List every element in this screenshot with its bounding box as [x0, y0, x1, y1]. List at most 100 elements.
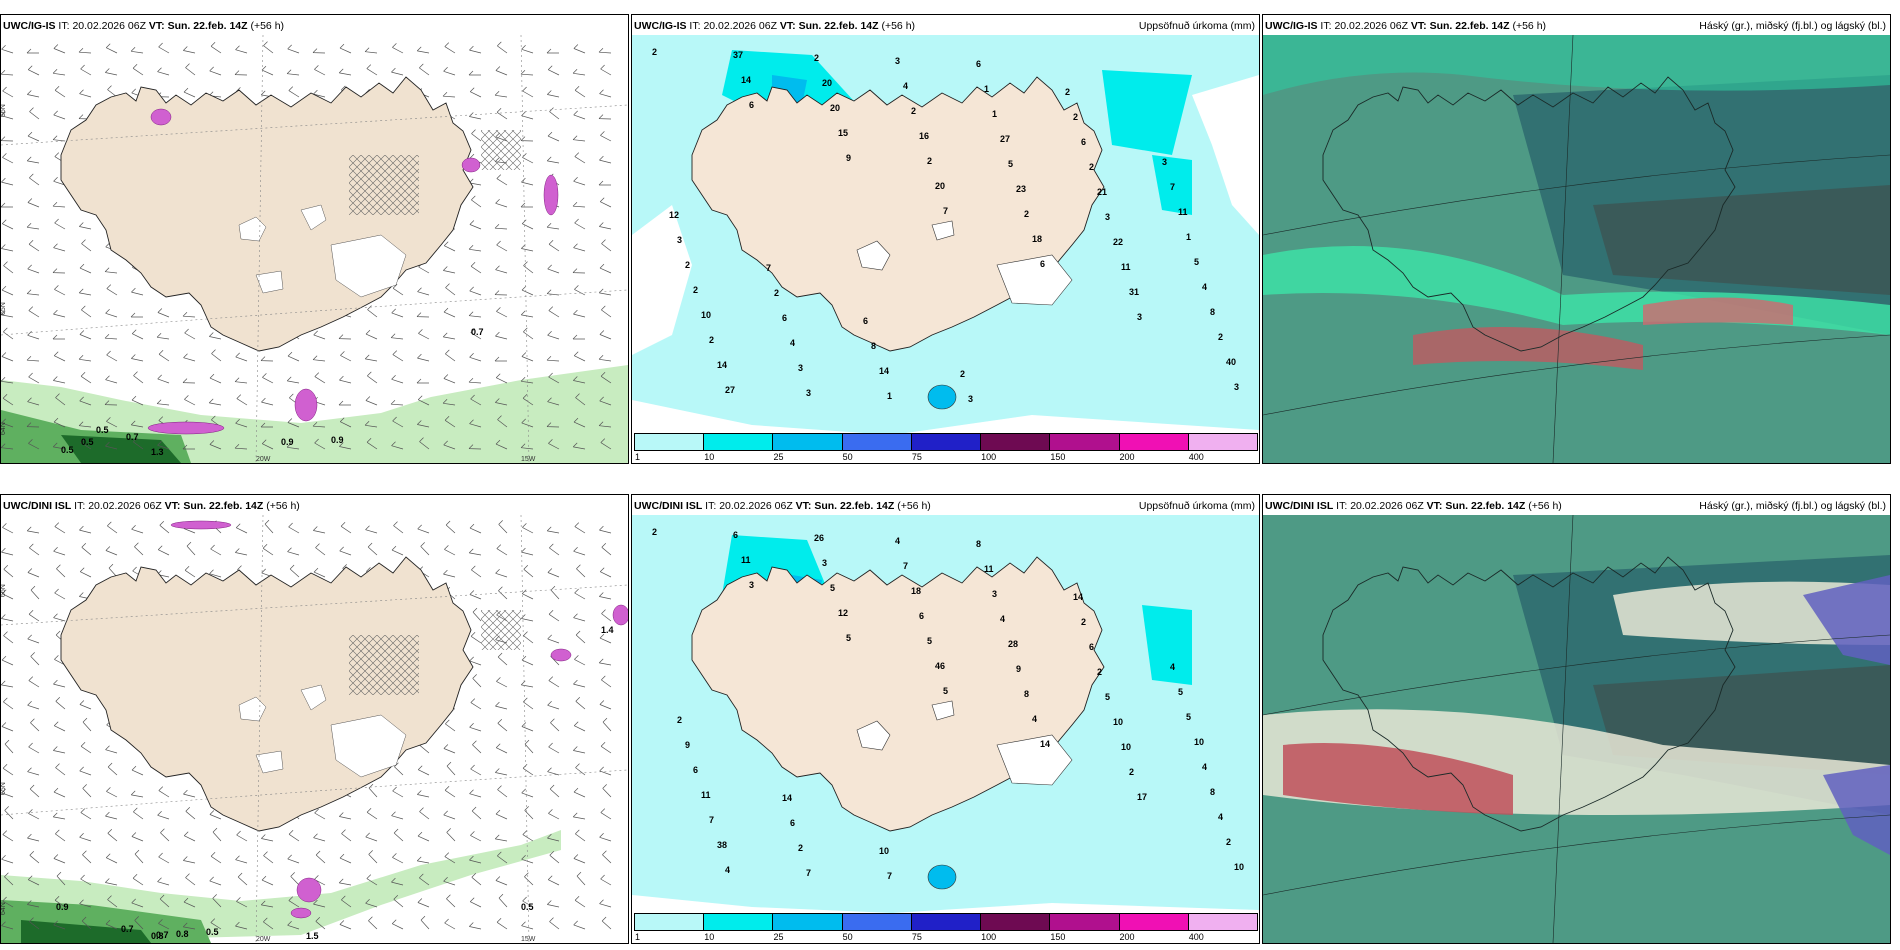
wind-barb — [444, 416, 456, 428]
wind-barb — [495, 768, 508, 776]
wind-barb — [470, 632, 482, 644]
wind-barb — [183, 353, 196, 362]
wind-barb — [287, 44, 300, 54]
wind-barb — [157, 374, 170, 384]
wind-barb — [315, 850, 326, 864]
wind-barb — [236, 830, 248, 842]
precip-value-label: 6 — [1040, 259, 1045, 269]
wind-barb — [469, 286, 482, 296]
wind-barb — [1, 69, 14, 76]
wind-barb — [417, 420, 430, 428]
wind-barb — [602, 717, 612, 732]
precip-value-label: 8 — [1024, 689, 1029, 699]
wind-barb — [236, 897, 248, 908]
wind-barb — [105, 375, 118, 384]
precip-value-label: 3 — [822, 558, 827, 568]
wind-barb — [392, 853, 404, 864]
wind-barb — [182, 378, 196, 384]
wind-barb — [547, 264, 560, 274]
precip-value-label: 3 — [1162, 157, 1167, 167]
wind-barb — [390, 333, 404, 340]
wind-barb — [27, 833, 40, 842]
wind-barb — [105, 745, 118, 754]
mid-cloud-area — [1803, 575, 1890, 665]
wind-barb — [263, 41, 274, 54]
wind-barb — [1, 921, 14, 930]
wind-barb — [54, 522, 66, 534]
wind-barb — [393, 828, 404, 842]
hatch-region — [481, 130, 521, 170]
wind-barb — [443, 744, 456, 754]
precip-value-label: 9 — [846, 153, 851, 163]
wind-barb — [393, 521, 404, 534]
colorbar-tick-label: 400 — [1188, 452, 1204, 462]
wind-barb — [157, 308, 170, 318]
wind-barb — [573, 376, 586, 384]
wind-barb — [547, 900, 560, 908]
spot — [296, 877, 322, 903]
precip-value-label: 7 — [766, 263, 771, 273]
wind-barb — [107, 895, 118, 908]
panel-precip-row2: UWC/DINI ISL IT: 20.02.2026 06Z VT: Sun.… — [631, 494, 1260, 944]
wind-barb — [468, 377, 482, 384]
wind-barb — [392, 416, 404, 428]
precip-value-label: 2 — [1081, 617, 1086, 627]
wind-barb — [572, 69, 586, 76]
wind-barb — [367, 371, 378, 384]
precip-value-label: 14 — [782, 793, 792, 803]
glacier — [255, 750, 284, 774]
wind-barb — [494, 91, 508, 98]
wind-barb — [573, 854, 586, 864]
wind-barb — [338, 68, 352, 76]
colorbar-tick-label: 100 — [981, 932, 997, 942]
wind-barb — [366, 64, 378, 76]
wind-barb — [445, 283, 456, 296]
longitude-label: 20W — [256, 936, 271, 943]
wind-barb — [338, 400, 351, 406]
precip-value-label: 6 — [733, 530, 738, 540]
wind-barb — [469, 523, 482, 534]
glacier — [931, 220, 955, 241]
wind-barb — [547, 833, 560, 842]
wind-barb — [444, 918, 456, 930]
wind-barb — [312, 355, 326, 362]
wind-barb — [105, 309, 118, 318]
precip-value-label: 18 — [1032, 234, 1042, 244]
wind-barb — [417, 831, 430, 842]
wind-barb — [599, 899, 612, 908]
wind-barb — [496, 174, 508, 186]
wind-barb — [443, 877, 456, 886]
latitude-label: 64N — [1, 902, 7, 915]
wind-barb — [185, 807, 196, 820]
wind-barb — [210, 544, 222, 556]
wind-barb — [548, 240, 560, 252]
wind-barb — [131, 329, 144, 340]
wind-barb — [158, 42, 170, 54]
precip-value-label: 5 — [1008, 159, 1013, 169]
wind-barb — [235, 548, 248, 556]
wind-barb — [29, 784, 40, 798]
wind-barb — [547, 331, 560, 340]
wind-barb — [29, 851, 40, 864]
wind-barb — [104, 400, 118, 406]
wind-barb — [498, 520, 508, 534]
precip-value-label: 6 — [749, 100, 754, 110]
longitude-label: 20W — [256, 456, 271, 463]
wind-barb — [26, 526, 40, 534]
precip-value-label: 6 — [782, 313, 787, 323]
precip-value-label: 6 — [863, 316, 868, 326]
wind-barb — [446, 894, 456, 908]
precip-value-label: 14 — [1073, 592, 1083, 602]
wind-barb — [599, 197, 612, 208]
hatch-area — [349, 155, 419, 215]
wind-barb — [549, 784, 560, 798]
wind-barb — [521, 418, 534, 428]
precip-value-label: 12 — [838, 608, 848, 618]
wind-barb — [575, 630, 586, 644]
wind-barb — [598, 288, 612, 296]
wind-barb — [520, 310, 534, 318]
wind-barb — [105, 878, 118, 886]
colorbar-segment — [1118, 913, 1189, 931]
precip-value-label: 8 — [976, 539, 981, 549]
wind-barb — [313, 833, 326, 842]
